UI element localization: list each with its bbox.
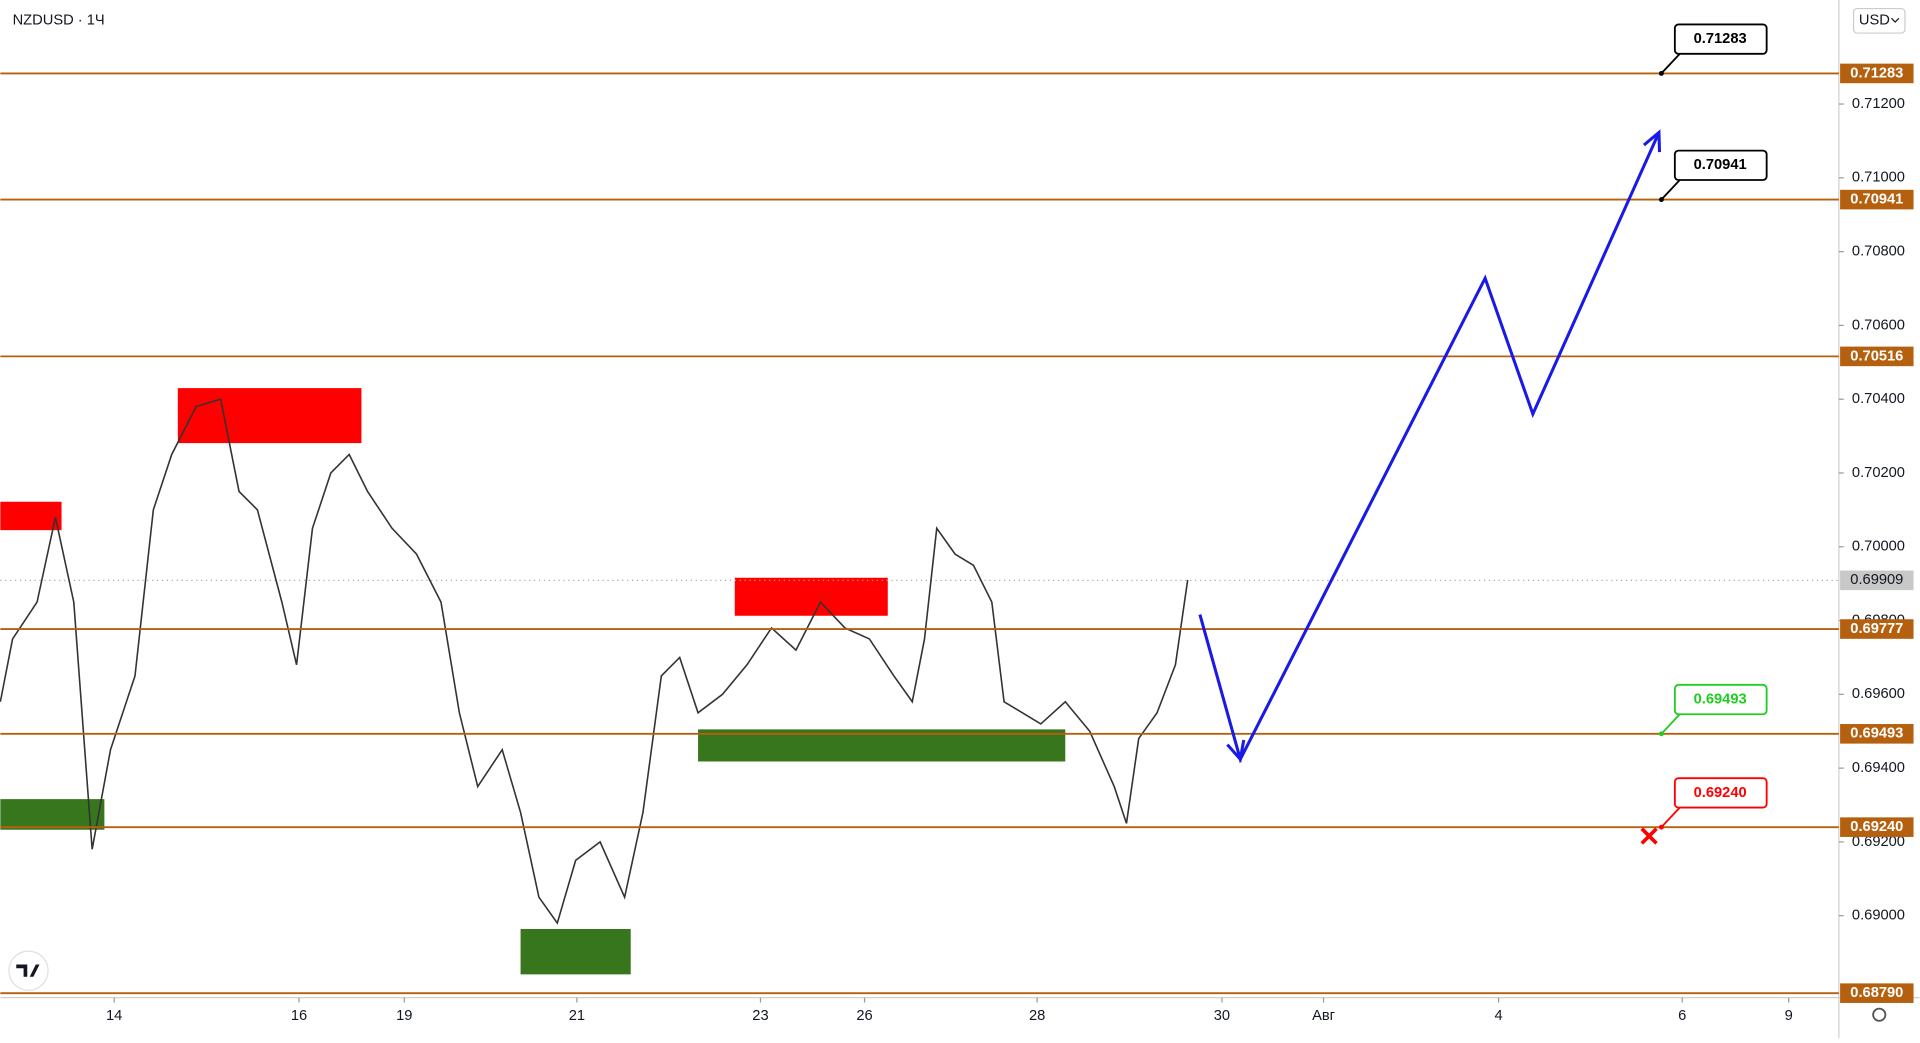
y-tick-label: 0.70800 (1852, 243, 1905, 259)
callout-box (1673, 149, 1768, 181)
callout-pointer (1660, 53, 1681, 75)
stop-cross (1640, 827, 1658, 845)
level-label: 0.69240 (1850, 819, 1903, 835)
level-label: 0.69777 (1850, 621, 1903, 637)
callout-label: 0.70941 (1694, 157, 1747, 173)
x-tick-label: 9 (1785, 1008, 1793, 1024)
callout-anchor (1658, 197, 1664, 203)
y-tick-label: 0.71200 (1852, 96, 1905, 112)
forecast-path (1198, 131, 1661, 764)
y-tick-label: 0.69000 (1852, 908, 1905, 924)
y-tick-label: 0.70200 (1852, 465, 1905, 481)
current-price-box (1840, 570, 1914, 591)
current-price-label: 0.69909 (1850, 572, 1903, 588)
level-label-box (1840, 724, 1914, 744)
callout-label: 0.71283 (1694, 31, 1747, 47)
y-tick-label: 0.70600 (1852, 317, 1905, 333)
zone (520, 928, 631, 975)
x-tick-label: 21 (569, 1008, 585, 1024)
x-tick-label: 14 (106, 1008, 122, 1024)
zone (698, 729, 1066, 762)
callout-anchor (1658, 731, 1664, 737)
callout-pointer (1660, 806, 1681, 828)
callout-anchor (1658, 824, 1664, 830)
zone (177, 388, 362, 444)
callout-pointer (1660, 179, 1681, 201)
callout-box (1673, 683, 1768, 716)
x-tick-label: 4 (1494, 1008, 1502, 1024)
currency-caret (1891, 17, 1900, 23)
settings-icon[interactable] (1872, 1007, 1887, 1022)
y-tick-label: 0.69600 (1852, 686, 1905, 702)
callout-label: 0.69240 (1694, 785, 1747, 801)
callout-box (1673, 777, 1768, 809)
level-label-box (1840, 619, 1914, 639)
currency-button[interactable] (1852, 7, 1906, 34)
tv-logo[interactable] (8, 950, 49, 991)
level-label: 0.68790 (1850, 985, 1903, 1001)
x-tick-label: 28 (1029, 1008, 1045, 1024)
symbol-title[interactable]: NZDUSD · 1Ч (13, 13, 105, 29)
forecast-arrowhead (1226, 739, 1246, 763)
level-label-box (1840, 189, 1914, 210)
level-label: 0.70516 (1850, 348, 1903, 364)
zone (0, 501, 62, 531)
level-label: 0.69493 (1850, 726, 1903, 742)
y-tick-label: 0.71000 (1852, 170, 1905, 186)
callout-box (1673, 23, 1768, 55)
zone (734, 577, 888, 616)
tv-logo-mark (16, 964, 40, 977)
x-tick-label: 23 (752, 1008, 768, 1024)
level-label-box (1840, 63, 1914, 84)
y-tick-label: 0.69400 (1852, 760, 1905, 776)
callout-pointer (1660, 713, 1681, 735)
level-label-box (1840, 346, 1914, 367)
x-tick-label: 6 (1678, 1008, 1686, 1024)
currency-label[interactable]: USD (1859, 13, 1890, 29)
level-label-box (1840, 983, 1914, 1003)
price-line (0, 398, 1189, 925)
x-tick-label: 26 (856, 1008, 872, 1024)
x-tick-label: 16 (291, 1008, 307, 1024)
callout-anchor (1658, 70, 1664, 76)
forecast-arrowhead (1642, 129, 1662, 153)
level-label: 0.71283 (1850, 65, 1903, 81)
level-label: 0.70941 (1850, 191, 1903, 207)
x-tick-label: Авг (1312, 1008, 1335, 1024)
x-tick-label: 19 (396, 1008, 412, 1024)
plot-area (0, 72, 1839, 995)
y-tick-label: 0.70400 (1852, 391, 1905, 407)
y-tick-label: 0.69200 (1852, 834, 1905, 850)
y-tick-label: 0.70000 (1852, 539, 1905, 555)
zone (0, 799, 105, 830)
x-tick-label: 30 (1214, 1008, 1230, 1024)
level-label-box (1840, 817, 1914, 837)
callout-label: 0.69493 (1694, 691, 1747, 707)
